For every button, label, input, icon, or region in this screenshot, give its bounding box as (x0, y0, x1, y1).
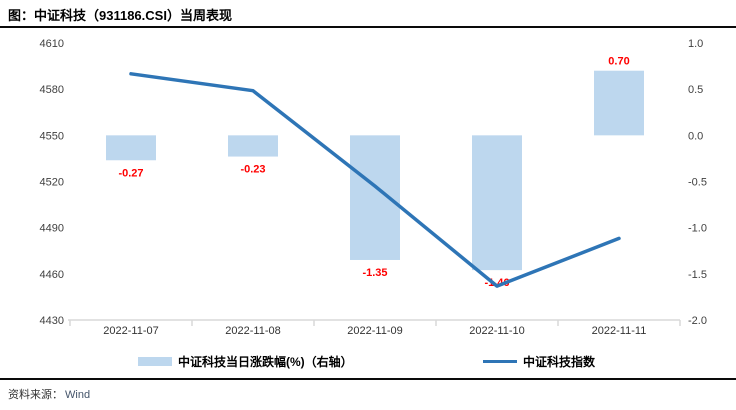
bar (594, 70, 644, 136)
legend-line-swatch-icon (483, 359, 517, 363)
right-axis-tick-label: -1.5 (688, 269, 707, 281)
legend-item-bar: 中证科技当日涨跌幅(%)（右轴） (138, 352, 353, 370)
bar-data-label: -1.35 (362, 267, 387, 279)
bar (350, 135, 400, 260)
legend-label-line: 中证科技指数 (523, 354, 596, 369)
bar-data-label: -0.27 (118, 167, 143, 179)
left-axis-tick-label: 4610 (40, 38, 64, 50)
bar-data-label: -0.23 (240, 164, 265, 176)
right-axis-tick-label: -2.0 (688, 315, 707, 327)
x-axis-category-label: 2022-11-07 (103, 325, 158, 337)
index-line (129, 72, 621, 288)
x-axis-category-label: 2022-11-10 (469, 325, 524, 337)
figure-header: 图：中证科技（931186.CSI）当周表现 (0, 0, 736, 28)
bar-data-label: 0.70 (608, 56, 629, 68)
right-axis-tick-label: 1.0 (688, 38, 703, 50)
left-axis-tick-label: 4430 (40, 315, 64, 327)
figure-title: 图：中证科技（931186.CSI）当周表现 (8, 8, 232, 23)
left-axis-tick-label: 4490 (40, 223, 64, 235)
x-axis-category-label: 2022-11-09 (347, 325, 402, 337)
bar (106, 135, 156, 161)
source-value: Wind (65, 389, 91, 401)
x-axis-category-label: 2022-11-11 (592, 325, 647, 337)
bar (472, 135, 522, 271)
left-axis-tick-label: 4460 (40, 269, 64, 281)
right-axis-tick-label: -0.5 (688, 177, 707, 189)
left-axis-tick-label: 4580 (40, 84, 64, 96)
right-axis-tick-label: -1.0 (688, 223, 707, 235)
x-axis-category-label: 2022-11-08 (225, 325, 280, 337)
chart-svg: 4610 4580 4550 4520 4490 4460 4430 1.0 0.5 0.0 -0.… (40, 38, 707, 337)
right-axis-tick-label: 0.5 (688, 84, 703, 96)
left-axis-tick-label: 4550 (40, 130, 64, 142)
right-axis-tick-label: 0.0 (688, 130, 703, 142)
bar (228, 135, 278, 157)
source-label: 资料来源： (8, 389, 63, 401)
source-footer: 资料来源： Wind (0, 378, 736, 402)
left-axis-tick-label: 4520 (40, 177, 64, 189)
legend-label-bar: 中证科技当日涨跌幅(%)（右轴） (178, 354, 353, 369)
legend-bar-swatch-icon (138, 356, 172, 366)
legend-item-line: 中证科技指数 (483, 352, 595, 370)
